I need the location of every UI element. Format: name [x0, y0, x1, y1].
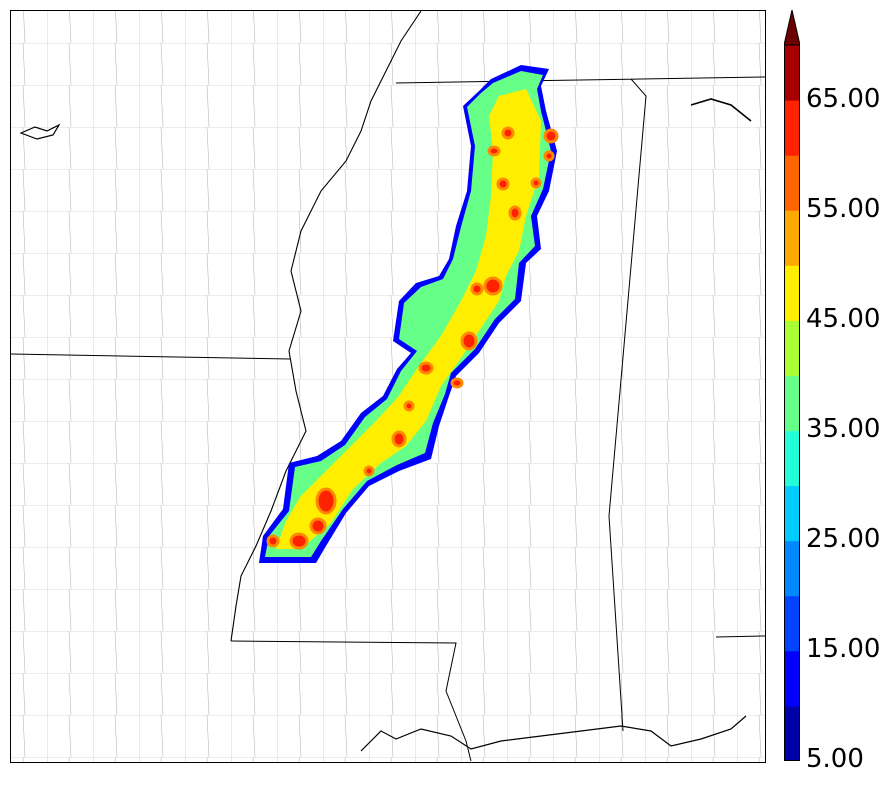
colorbar-extend-arrow — [784, 10, 800, 46]
colorbar-tick-label: 65.00 — [806, 84, 881, 114]
colorbar-segment — [784, 265, 800, 321]
mississippi-river — [230, 11, 422, 642]
colorbar-segment — [784, 155, 800, 211]
colorbar-tick-label: 45.00 — [806, 304, 881, 334]
colorbar-tick-label: 15.00 — [806, 634, 881, 664]
swath-high — [276, 89, 541, 549]
lake-east — [690, 98, 752, 122]
colorbar-segment — [784, 320, 800, 376]
colorbar-segment — [784, 485, 800, 542]
colorbar-tick-label: 55.00 — [806, 194, 881, 224]
colorbar-segment — [784, 595, 800, 652]
precip-swath — [259, 65, 559, 563]
colorbar-segment — [784, 45, 800, 101]
colorbar-segment — [784, 100, 800, 156]
swath-mid — [265, 71, 551, 557]
colorbar-tick-label: 35.00 — [806, 414, 881, 444]
intensity-cells — [266, 126, 559, 550]
colorbar-segment — [784, 430, 800, 487]
colorbar-segment — [784, 375, 800, 432]
coastline — [360, 715, 747, 752]
map-panel — [10, 10, 766, 763]
colorbar-border — [784, 44, 800, 761]
colorbar-segment — [784, 210, 800, 266]
colorbar-segment — [784, 650, 800, 707]
state-borders — [11, 76, 765, 762]
colorbar-segment — [784, 540, 800, 597]
colorbar-tick-label: 5.00 — [806, 744, 864, 774]
colorbar-segment — [784, 705, 800, 761]
colorbar-tick-label: 25.00 — [806, 524, 881, 554]
colorbar — [784, 10, 800, 761]
lake — [19, 123, 61, 140]
map-canvas — [11, 11, 765, 762]
